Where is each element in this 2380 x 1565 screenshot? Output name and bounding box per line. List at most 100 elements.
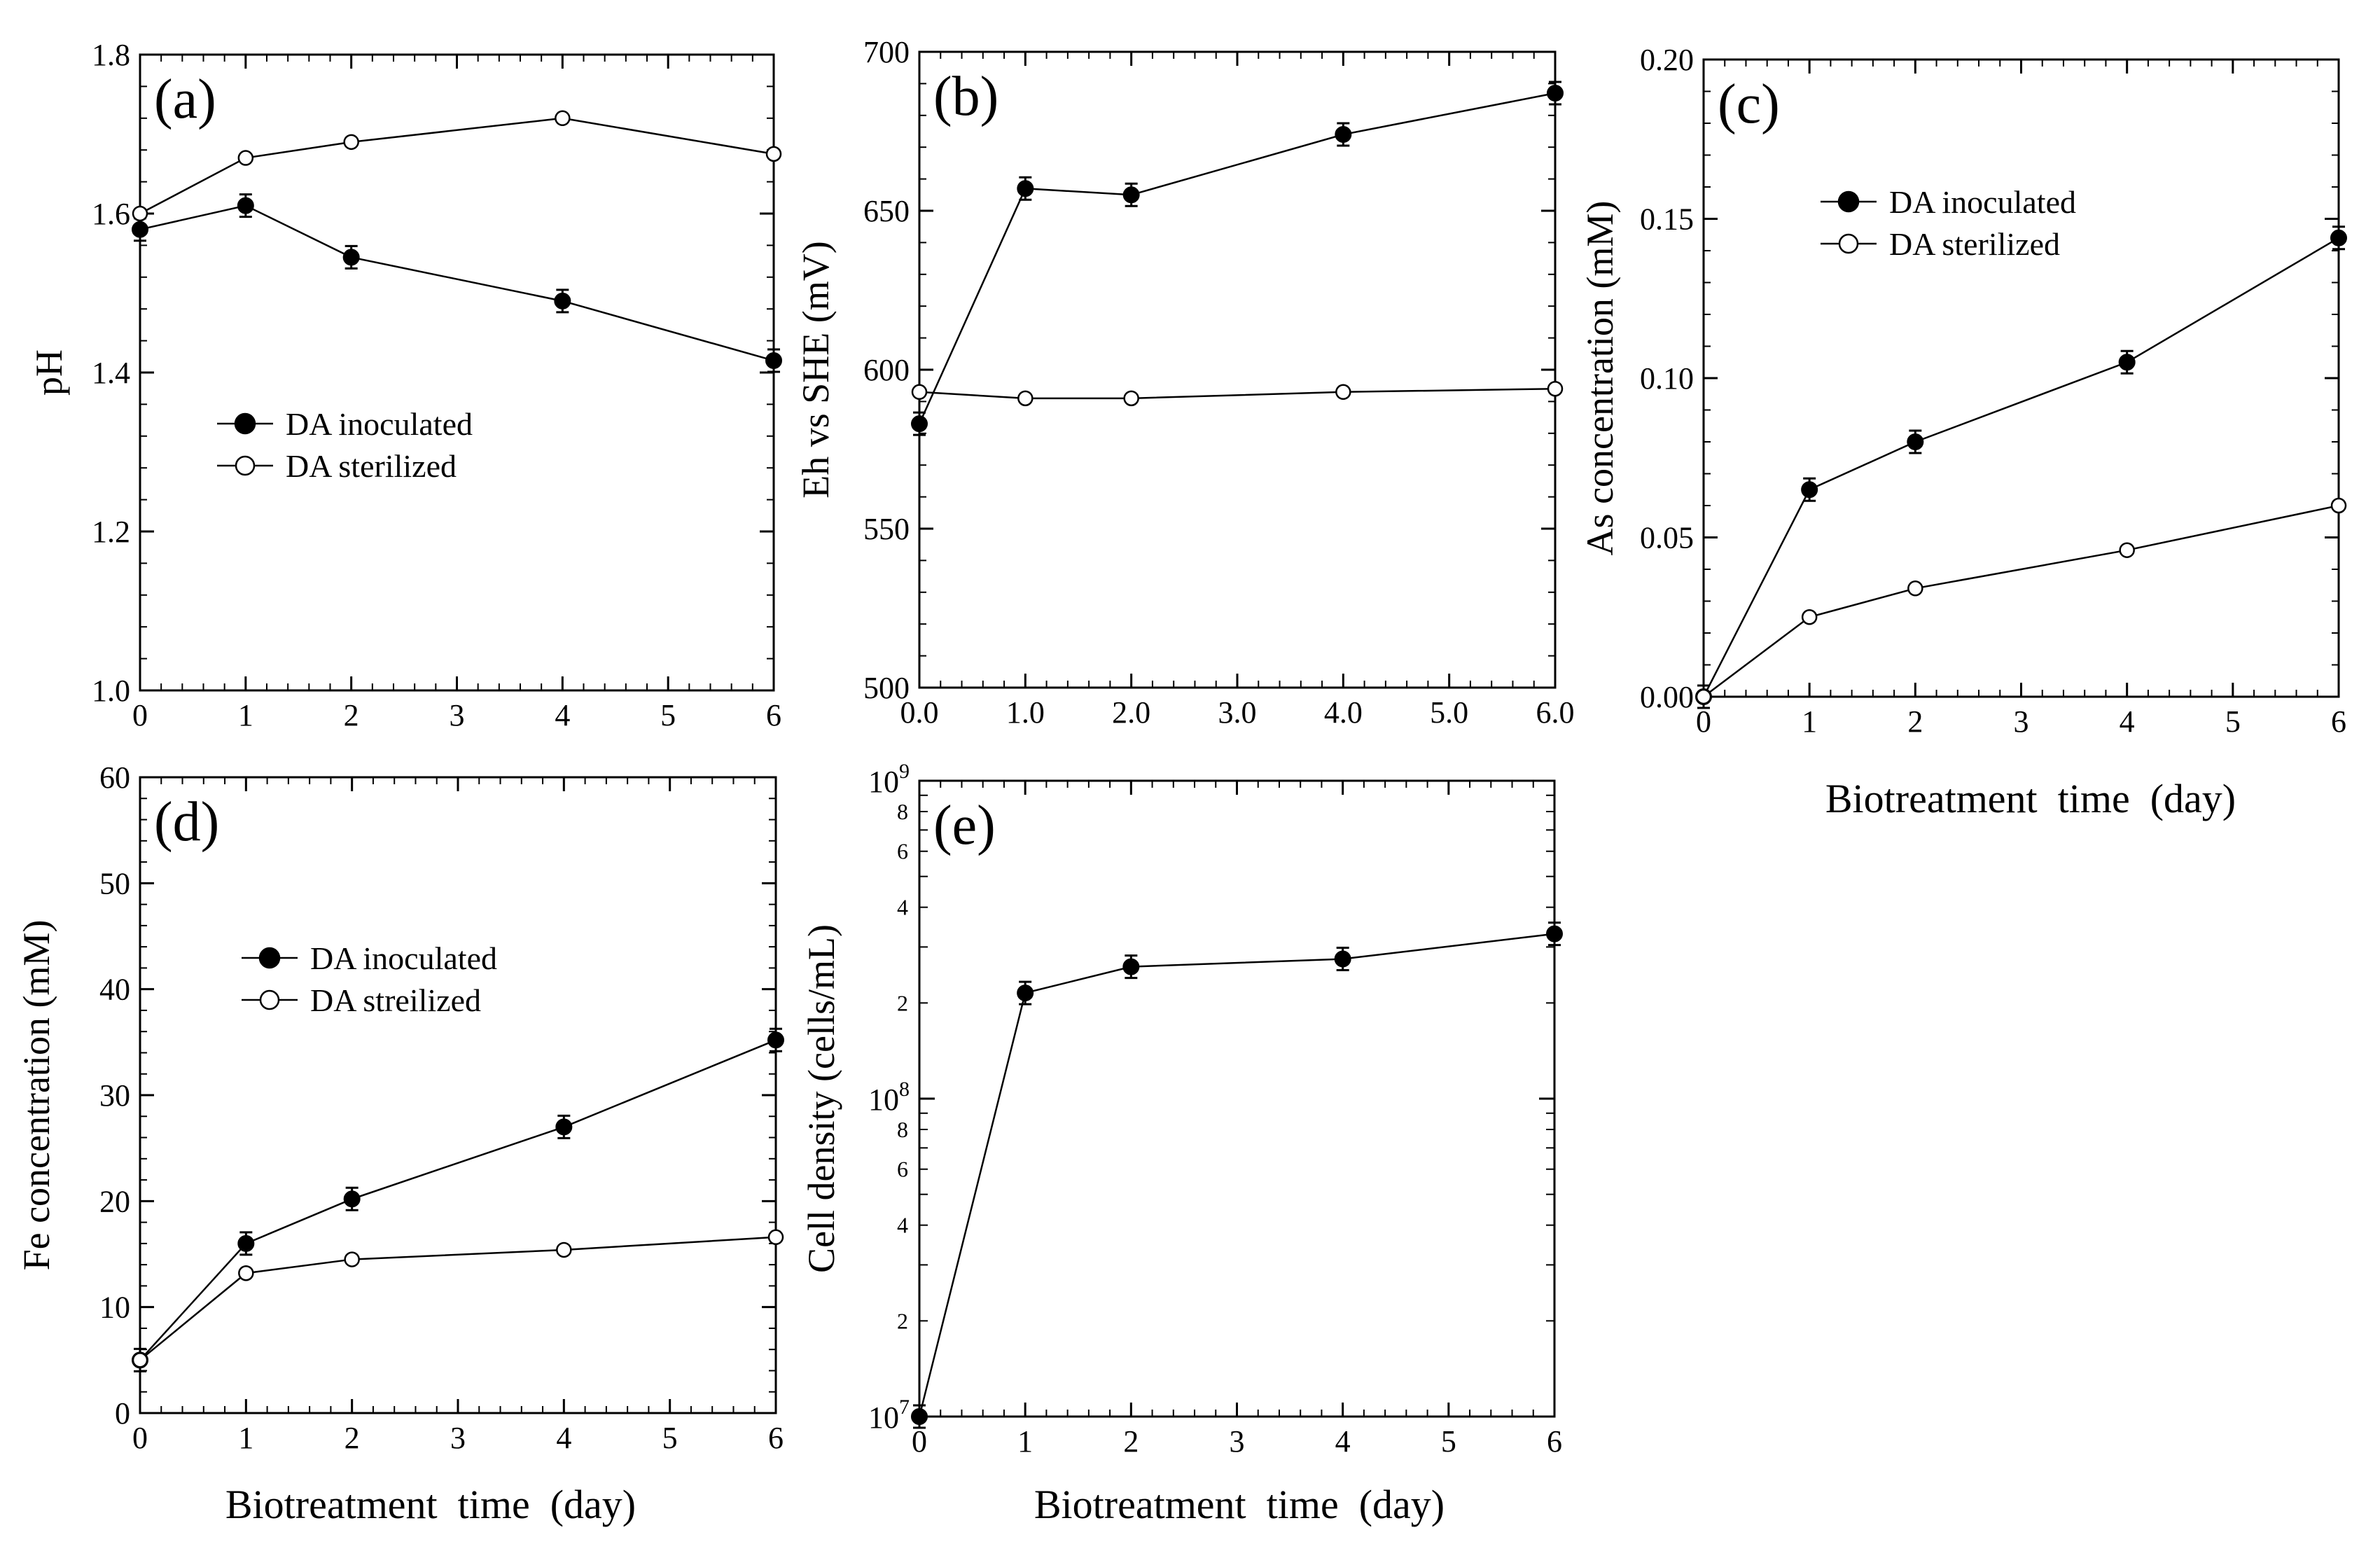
panel-label: (c) [1718,74,1780,135]
y-minor-tick-label: 2 [897,1308,908,1333]
y-tick-label: 0.10 [1640,361,1694,396]
x-tick-label: 5 [2225,704,2241,739]
data-point [1017,985,1034,1002]
y-tick-label: 60 [99,760,130,795]
data-point [1123,390,1139,407]
series-inoculated [911,81,1564,436]
data-point [555,110,571,127]
data-point [237,197,254,214]
x-tick-label: 3 [450,698,465,732]
data-point [343,1190,361,1208]
y-minor-tick-label: 2 [897,990,908,1015]
x-tick-label: 4.0 [1324,695,1363,730]
x-tick-label: 0 [1696,704,1711,739]
data-point [342,249,360,266]
y-tick-base: 10 [868,1400,899,1435]
x-tick-label: 4 [1335,1424,1351,1459]
data-point [554,292,571,309]
panel-label: (b) [933,66,998,127]
y-tick-base: 10 [868,765,899,799]
y-minor-tick-label: 4 [897,895,908,920]
x-tick-label: 6 [768,1421,784,1455]
series-sterilized [132,110,782,222]
legend-marker [1837,190,1860,213]
panel-label: (e) [933,795,996,856]
data-point [1547,85,1564,102]
legend-marker [234,412,256,435]
data-point [132,221,148,238]
y-tick-label: 108 [868,1078,910,1117]
panels: 0 1 2 3 4 5 6 1.0 1.2 1.4 1.6 1.8 pH (a) DA inoculated… [15,35,2347,1527]
x-tick-label: 2 [1907,704,1923,739]
x-tick-label: 5 [662,1421,678,1455]
legend-label: DA sterilized [1889,226,2060,262]
chart-panel-c: 0 1 2 3 4 5 6 0.00 0.05 0.10 0.15 0.20 As concentrat… [1579,43,2347,821]
x-tick-label: 3 [450,1421,466,1455]
y-axis-label: Cell density (cells/mL) [800,924,842,1273]
y-tick-label: 30 [99,1078,130,1113]
y-tick-label: 1.6 [92,197,130,231]
x-tick-label: 0.0 [900,695,939,730]
y-tick-label: 10 [99,1291,130,1325]
data-point [2118,354,2136,371]
x-tick-label: 3 [1230,1424,1245,1459]
x-tick-label: 3 [2014,704,2029,739]
x-tick-label: 5.0 [1430,695,1468,730]
chart-panel-a: 0 1 2 3 4 5 6 1.0 1.2 1.4 1.6 1.8 pH (a) DA inoculated… [28,38,782,732]
y-tick-label: 0.20 [1640,43,1694,77]
y-tick-base: 10 [868,1083,899,1117]
legend: DA inoculated DA sterilized [1821,184,2076,262]
data-point [1122,186,1140,204]
y-tick-label: 109 [868,760,910,799]
y-tick-label: 1.8 [92,38,130,72]
data-point [767,1229,784,1246]
data-point [911,415,928,433]
data-point [1334,950,1351,968]
y-tick-label: 1.2 [92,515,130,549]
data-point [1122,958,1140,975]
y-tick-label: 107 [868,1396,910,1435]
data-point [238,1265,254,1281]
x-tick-label: 6 [766,698,781,732]
data-point [767,1031,784,1049]
x-tick-label: 1.0 [1006,695,1045,730]
x-tick-label: 0 [912,1424,927,1459]
x-tick-label: 0 [132,698,148,732]
y-axis-label: As concentration (mM) [1579,201,1621,556]
data-point [2330,497,2347,514]
data-point [2119,542,2135,558]
x-tick-label: 1 [1802,704,1817,739]
data-point [1695,688,1712,705]
y-tick-label: 0.15 [1640,202,1694,237]
legend-label: DA inoculated [286,406,473,442]
data-point [132,1352,148,1368]
legend-label: DA inoculated [1889,184,2076,220]
x-tick-label: 6.0 [1536,695,1575,730]
data-point [1801,609,1818,625]
series-sterilized [1695,497,2347,705]
y-minor-tick-label: 4 [897,1213,908,1238]
y-tick-label: 550 [863,512,910,546]
legend: DA inoculated DA sterilized [217,406,473,484]
y-tick-label: 20 [99,1184,130,1218]
panel-label: (d) [154,791,219,853]
y-axis-label: pH [28,349,70,396]
data-point [344,1251,360,1267]
legend-marker [258,947,281,969]
data-point [1335,384,1351,401]
data-point [237,1234,255,1252]
data-point [1017,390,1034,407]
data-point [765,352,782,369]
legend-label: DA sterilized [286,448,457,484]
y-tick-label: 500 [863,671,910,705]
data-point [1017,180,1034,197]
legend-marker [259,989,280,1010]
x-tick-label: 6 [2331,704,2346,739]
data-point [1547,380,1564,397]
chart-panel-b: 0.0 1.0 2.0 3.0 4.0 5.0 6.0 500 550 600 650 700 Eh v… [795,35,1575,730]
x-axis-label: Biotreatment time (day) [1034,1482,1445,1527]
x-tick-label: 1 [238,1421,253,1455]
x-axis-label: Biotreatment time (day) [1825,776,2236,821]
